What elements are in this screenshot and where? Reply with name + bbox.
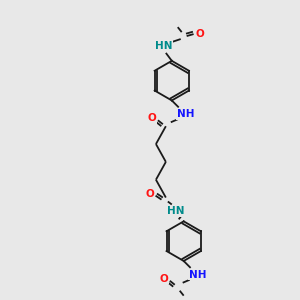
Text: NH: NH [177, 109, 194, 119]
Text: O: O [160, 274, 168, 284]
Text: O: O [195, 29, 204, 39]
Text: O: O [148, 113, 156, 123]
Text: NH: NH [189, 270, 206, 280]
Text: HN: HN [167, 206, 184, 216]
Text: O: O [146, 189, 154, 199]
Text: HN: HN [155, 41, 172, 51]
